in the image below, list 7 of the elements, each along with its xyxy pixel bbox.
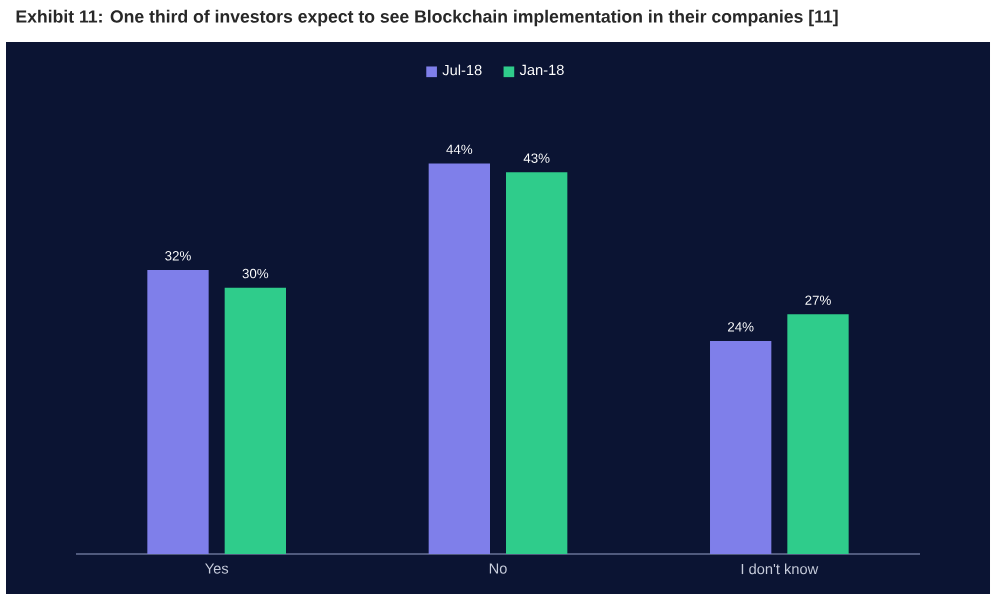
- bar: [224, 287, 287, 555]
- bar: [710, 340, 772, 555]
- chart-title: Exhibit 11: One third of investors expect to see Blockchain implementation in their companies [11]: [16, 9, 838, 27]
- bar: [506, 172, 568, 555]
- bar: [428, 163, 491, 555]
- bar: [147, 269, 209, 555]
- bar: [787, 314, 849, 555]
